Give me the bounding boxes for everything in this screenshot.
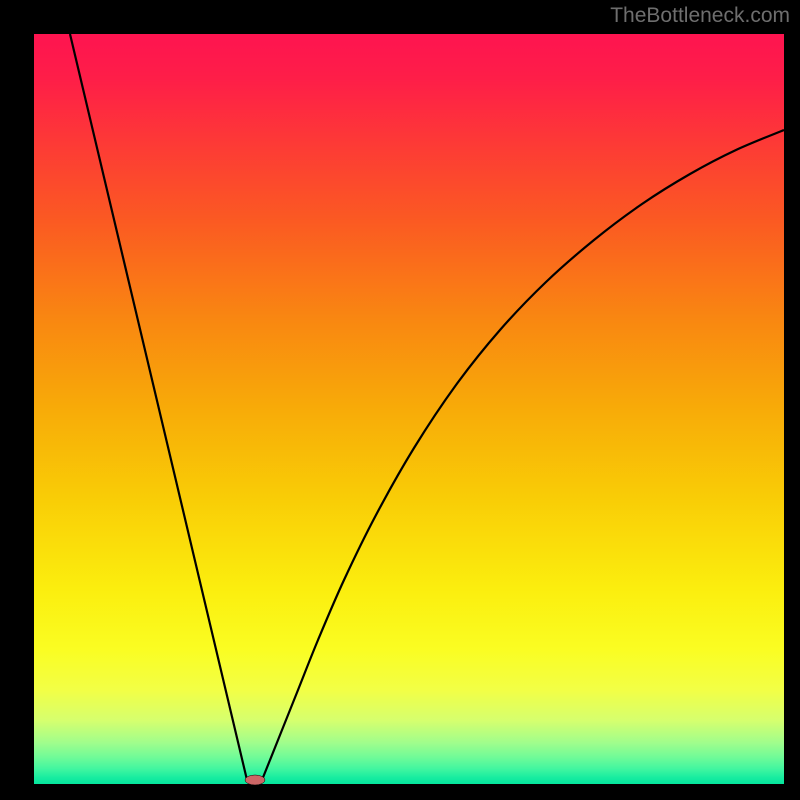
watermark-text: TheBottleneck.com bbox=[610, 4, 790, 28]
plot-background bbox=[34, 34, 784, 784]
chart-container: { "watermark": { "text": "TheBottleneck.… bbox=[0, 0, 800, 800]
bottleneck-marker bbox=[245, 775, 265, 785]
bottleneck-chart bbox=[0, 0, 800, 800]
